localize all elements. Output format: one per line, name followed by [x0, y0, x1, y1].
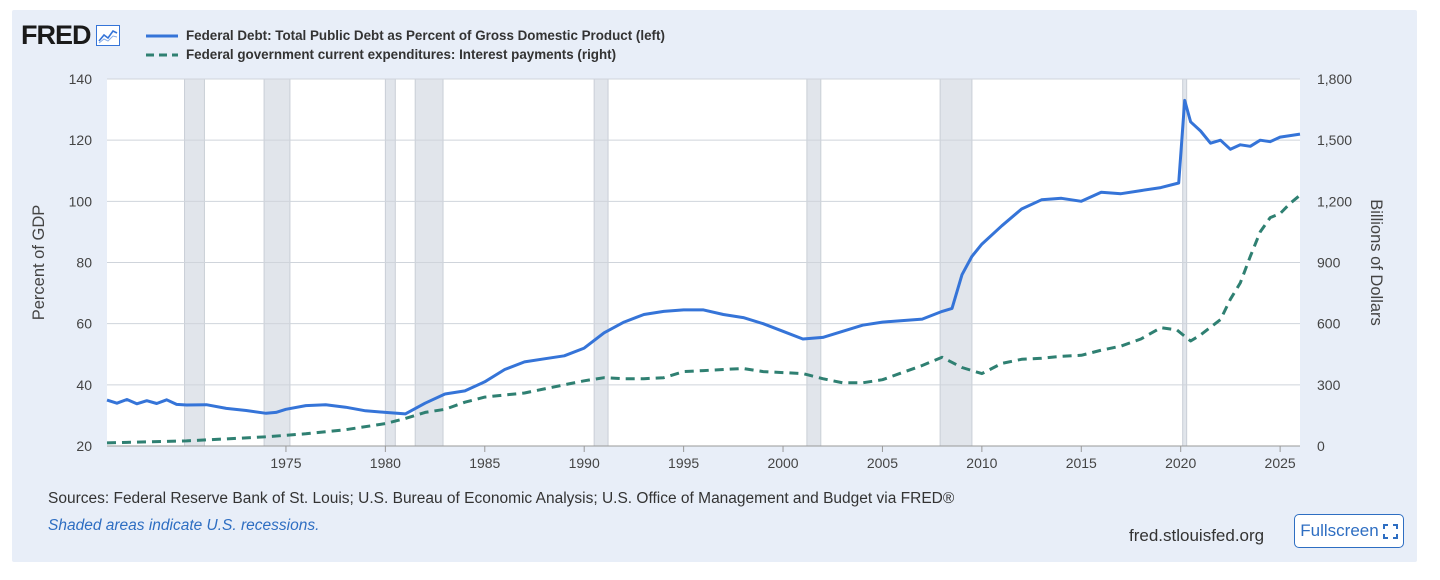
y-left-tick-label: 40 — [76, 377, 92, 393]
legend-swatch-dashed — [146, 53, 178, 56]
fullscreen-button[interactable]: Fullscreen — [1294, 514, 1404, 548]
line-chart-icon — [95, 25, 120, 46]
x-tick-label: 1990 — [569, 455, 600, 471]
legend-item-debt: Federal Debt: Total Public Debt as Perce… — [146, 26, 665, 45]
y-left-axis-title: Percent of GDP — [30, 205, 48, 321]
x-tick-label: 2020 — [1165, 455, 1196, 471]
y-left-tick-label: 140 — [69, 71, 93, 87]
legend-swatch-solid — [146, 34, 178, 37]
sources-text: Sources: Federal Reserve Bank of St. Lou… — [48, 490, 955, 507]
series-line-interest — [106, 194, 1301, 445]
x-tick-label: 2000 — [767, 455, 798, 471]
site-link[interactable]: fred.stlouisfed.org — [1129, 526, 1265, 545]
fred-logo[interactable]: FRED — [21, 20, 120, 51]
y-right-tick-label: 0 — [1317, 438, 1325, 454]
logo-text: FRED — [21, 20, 91, 50]
series-line-debt — [106, 98, 1301, 416]
x-tick-label: 2025 — [1265, 455, 1296, 471]
legend-label-debt: Federal Debt: Total Public Debt as Perce… — [186, 28, 665, 43]
x-tick-label: 1995 — [668, 455, 699, 471]
legend-item-interest: Federal government current expenditures:… — [146, 45, 665, 64]
x-tick-label: 2010 — [966, 455, 997, 471]
recession-note: Shaded areas indicate U.S. recessions. — [48, 517, 320, 534]
y-right-tick-label: 300 — [1317, 377, 1341, 393]
y-left-tick-label: 60 — [76, 316, 92, 332]
line-chart: 20 0 40 300 60 600 80 900 100 1,200 120 1,500 140 1,8… — [30, 71, 1385, 471]
x-tick-label: 1985 — [469, 455, 500, 471]
legend-label-interest: Federal government current expenditures:… — [186, 47, 617, 62]
y-left-tick-label: 120 — [69, 132, 93, 148]
y-left-tick-label: 100 — [69, 193, 93, 209]
y-right-axis-title: Billions of Dollars — [1367, 199, 1385, 326]
y-right-tick-label: 1,800 — [1317, 71, 1352, 87]
y-left-tick-label: 80 — [76, 255, 92, 271]
x-tick-label: 1975 — [270, 455, 301, 471]
x-tick-label: 1980 — [370, 455, 401, 471]
x-tick-label: 2015 — [1066, 455, 1097, 471]
y-right-tick-label: 1,500 — [1317, 132, 1352, 148]
chart-card: FRED Federal Debt: Total Public Debt as … — [12, 10, 1417, 562]
y-right-tick-label: 600 — [1317, 316, 1341, 332]
x-tick-label: 2005 — [867, 455, 898, 471]
fullscreen-label: Fullscreen — [1300, 521, 1379, 540]
chart-legend: Federal Debt: Total Public Debt as Perce… — [146, 26, 665, 64]
fullscreen-icon — [1382, 523, 1398, 539]
y-left-tick-label: 20 — [76, 438, 92, 454]
y-right-tick-label: 1,200 — [1317, 193, 1352, 209]
y-right-tick-label: 900 — [1317, 255, 1341, 271]
